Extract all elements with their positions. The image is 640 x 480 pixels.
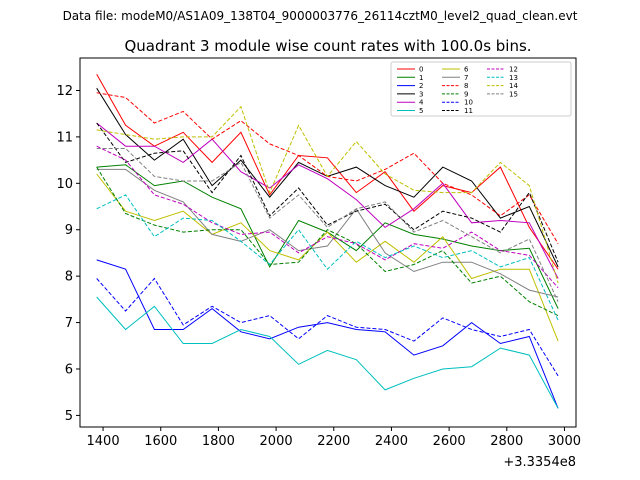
legend-label-9: 9 [464,90,468,98]
legend-box [390,61,572,117]
series-line-4 [96,122,559,279]
x-axis: 1400 1600 1800 2000 2200 2400 2600 2800 3000 [87,427,581,449]
y-axis: 5 6 7 8 9 10 11 12 [56,84,80,424]
series-line-14 [96,105,559,284]
y-tick-label: 11 [56,130,73,145]
series-line-12 [96,145,559,289]
x-axis-offset-label: +3.3354e8 [503,455,576,470]
series-line-10 [96,277,559,377]
y-tick-label: 12 [56,84,73,99]
legend-label-3: 3 [419,90,423,98]
series-line-2 [96,259,559,409]
series-line-9 [96,166,559,317]
x-tick-label: 3000 [548,434,581,449]
legend-label-2: 2 [419,82,423,90]
legend-label-13: 13 [509,74,518,82]
y-tick-label: 10 [56,177,73,192]
figure-suptitle: Data file: modeM0/AS1A09_138T04_90000037… [63,9,578,23]
series-line-0 [96,73,559,270]
legend-label-15: 15 [509,90,518,98]
series-line-15 [96,148,559,302]
y-tick-label: 8 [65,270,73,285]
y-tick-label: 9 [65,223,73,238]
series-line-7 [96,168,559,298]
y-tick-label: 5 [65,409,73,424]
series-line-5 [96,296,559,409]
legend-label-0: 0 [419,66,423,74]
plot-frame [79,57,577,428]
y-tick-label: 6 [65,362,73,377]
series-line-13 [96,194,559,321]
legend-label-6: 6 [464,66,469,74]
plot-lines [96,73,559,409]
x-tick-label: 2400 [375,434,408,449]
legend-label-14: 14 [509,82,518,90]
legend-label-4: 4 [419,99,424,107]
x-tick-label: 2200 [317,434,350,449]
legend-label-10: 10 [464,99,473,107]
legend-label-1: 1 [419,74,423,82]
legend-label-11: 11 [464,107,473,115]
series-line-11 [96,122,559,263]
legend-label-8: 8 [464,82,468,90]
chart-title: Quadrant 3 module wise count rates with … [124,37,531,55]
y-tick-label: 7 [65,316,73,331]
x-tick-label: 2600 [433,434,466,449]
legend-label-5: 5 [419,107,423,115]
x-tick-label: 2000 [260,434,293,449]
series-line-6 [96,173,559,342]
x-tick-label: 1800 [202,434,235,449]
legend-label-12: 12 [509,66,518,74]
x-tick-label: 1400 [87,434,120,449]
x-tick-label: 2800 [490,434,523,449]
legend-label-7: 7 [464,74,468,82]
x-tick-label: 1600 [144,434,177,449]
